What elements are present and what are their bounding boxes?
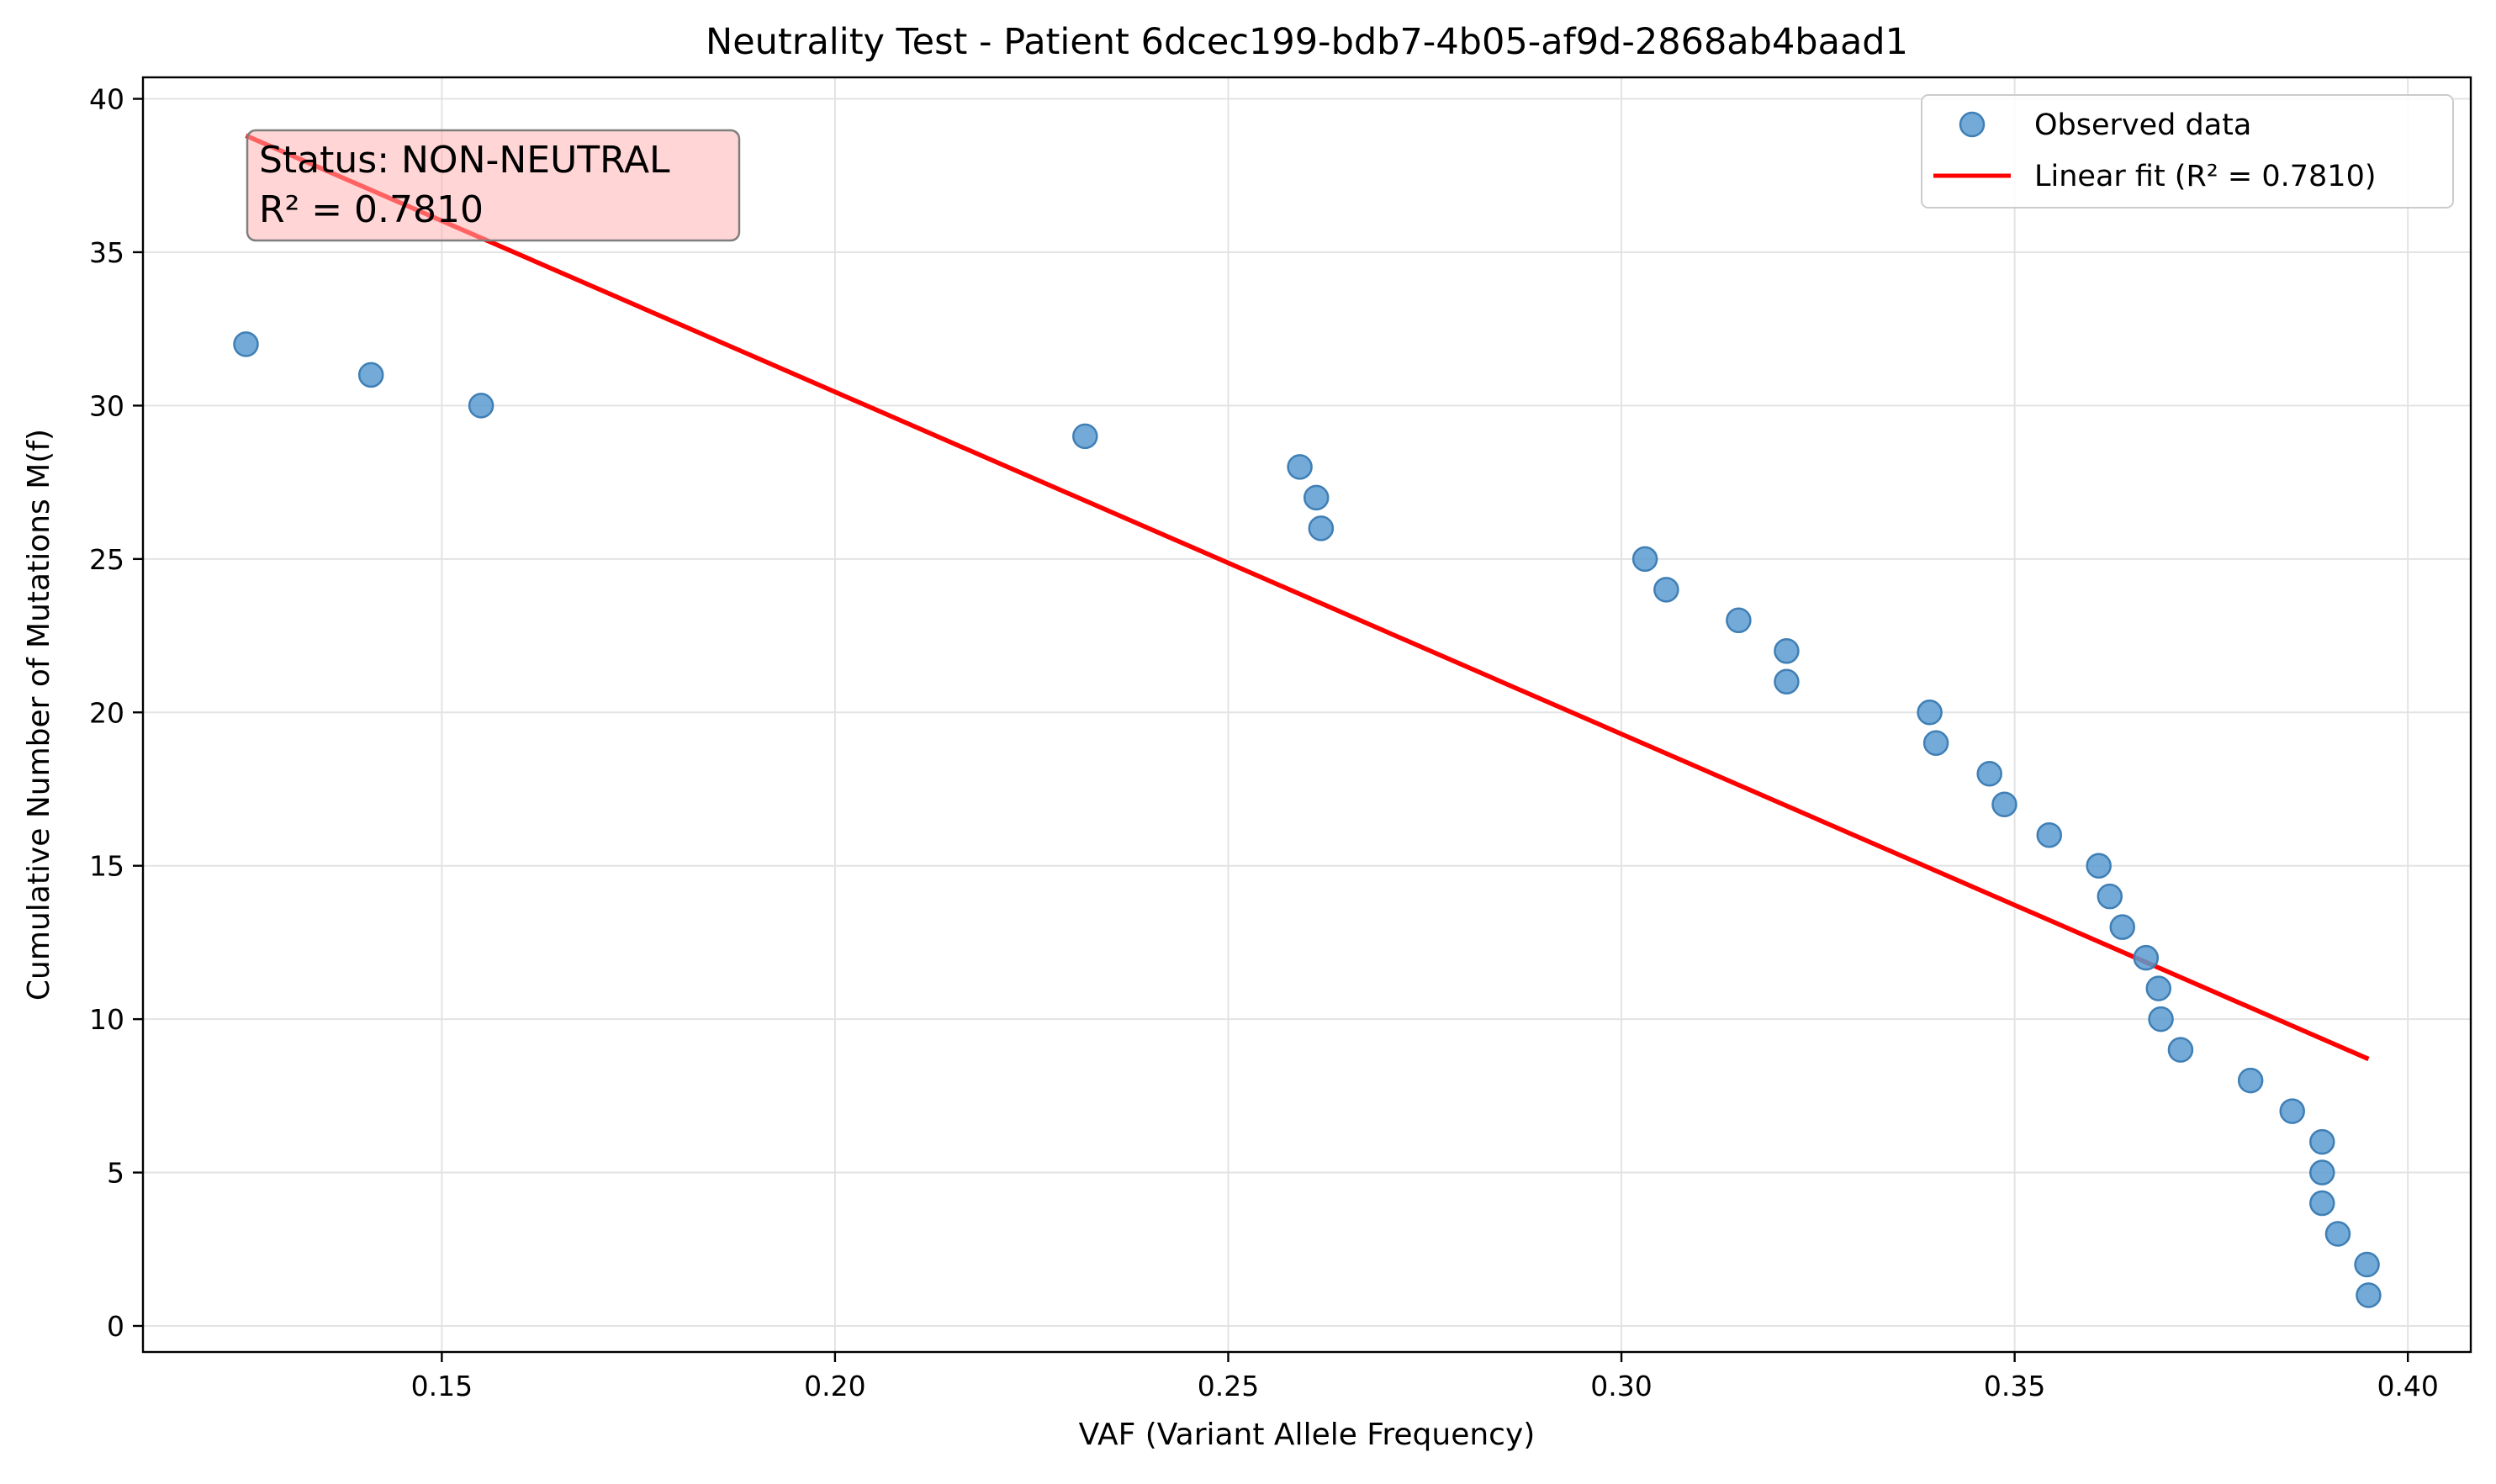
x-tick-label: 0.15 <box>411 1370 473 1402</box>
data-point <box>2036 821 2063 848</box>
data-point <box>2109 914 2135 940</box>
data-point <box>233 331 259 357</box>
status-r-squared: R² = 0.7810 <box>259 188 484 231</box>
data-point <box>1917 700 1943 726</box>
status-annotation-box <box>246 129 741 242</box>
y-tick-label: 25 <box>89 543 124 576</box>
y-tick-label: 15 <box>89 850 124 883</box>
data-point <box>468 393 494 419</box>
y-tick-label: 30 <box>89 389 124 422</box>
data-point <box>2133 944 2160 971</box>
y-tick-label: 5 <box>107 1157 124 1190</box>
y-tick-label: 10 <box>89 1003 124 1036</box>
legend-marker-observed <box>1959 111 1986 138</box>
data-point <box>2354 1251 2380 1278</box>
data-point <box>2237 1067 2264 1094</box>
data-point <box>1303 484 1330 511</box>
data-point <box>2324 1221 2351 1247</box>
scatter-points <box>233 331 2382 1308</box>
data-point <box>1308 515 1335 541</box>
x-tick-label: 0.40 <box>2377 1370 2438 1402</box>
data-point <box>1991 791 2017 817</box>
x-tick-label: 0.35 <box>1984 1370 2045 1402</box>
data-point <box>2309 1128 2335 1155</box>
data-point <box>2167 1037 2194 1063</box>
data-point <box>1922 730 1949 756</box>
y-tick-label: 0 <box>107 1310 124 1343</box>
data-point <box>1774 638 1800 664</box>
data-point <box>2086 853 2112 879</box>
x-tick-label: 0.30 <box>1590 1370 1652 1402</box>
data-point <box>1072 423 1098 450</box>
y-tick-label: 20 <box>89 696 124 729</box>
data-point <box>357 362 384 388</box>
data-point <box>1653 577 1679 603</box>
x-tick-label: 0.20 <box>804 1370 865 1402</box>
data-point <box>2279 1098 2305 1124</box>
data-point <box>1774 668 1800 695</box>
fit-line-layer <box>245 133 2370 1062</box>
x-axis-ticks: 0.15 0.20 0.25 0.30 0.35 0.40 <box>411 1352 2439 1402</box>
fit-line <box>245 133 2370 1062</box>
data-point <box>1726 607 1752 634</box>
grid-lines <box>143 77 2471 1352</box>
y-axis-ticks: 0 5 10 15 20 25 30 35 40 <box>89 83 143 1343</box>
chart-title: Neutrality Test - Patient 6dcec199-bdb7-… <box>706 21 1908 63</box>
legend: Observed data Linear fit (R² = 0.7810) <box>1921 94 2454 209</box>
status-label: Status: NON-NEUTRAL <box>259 139 670 182</box>
data-point <box>2145 975 2172 1001</box>
data-point <box>1976 760 2002 787</box>
data-point <box>2148 1006 2174 1032</box>
legend-label-observed: Observed data <box>2034 108 2251 142</box>
data-point <box>2309 1190 2335 1217</box>
data-point <box>2356 1282 2382 1308</box>
x-tick-label: 0.25 <box>1198 1370 1259 1402</box>
data-point <box>1287 454 1313 480</box>
plot-frame <box>141 76 2472 1354</box>
y-axis-label: Cumulative Number of Mutations M(f) <box>22 429 56 1001</box>
y-tick-label: 35 <box>89 236 124 269</box>
data-point <box>1631 546 1658 573</box>
data-point <box>2097 883 2123 910</box>
y-tick-label: 40 <box>89 83 124 116</box>
x-axis-label: VAF (Variant Allele Frequency) <box>1079 1418 1536 1452</box>
legend-label-fit: Linear fit (R² = 0.7810) <box>2034 160 2377 193</box>
data-point <box>2309 1159 2335 1186</box>
legend-frame <box>1921 94 2454 209</box>
status-annotation: Status: NON-NEUTRAL R² = 0.7810 <box>246 129 741 242</box>
